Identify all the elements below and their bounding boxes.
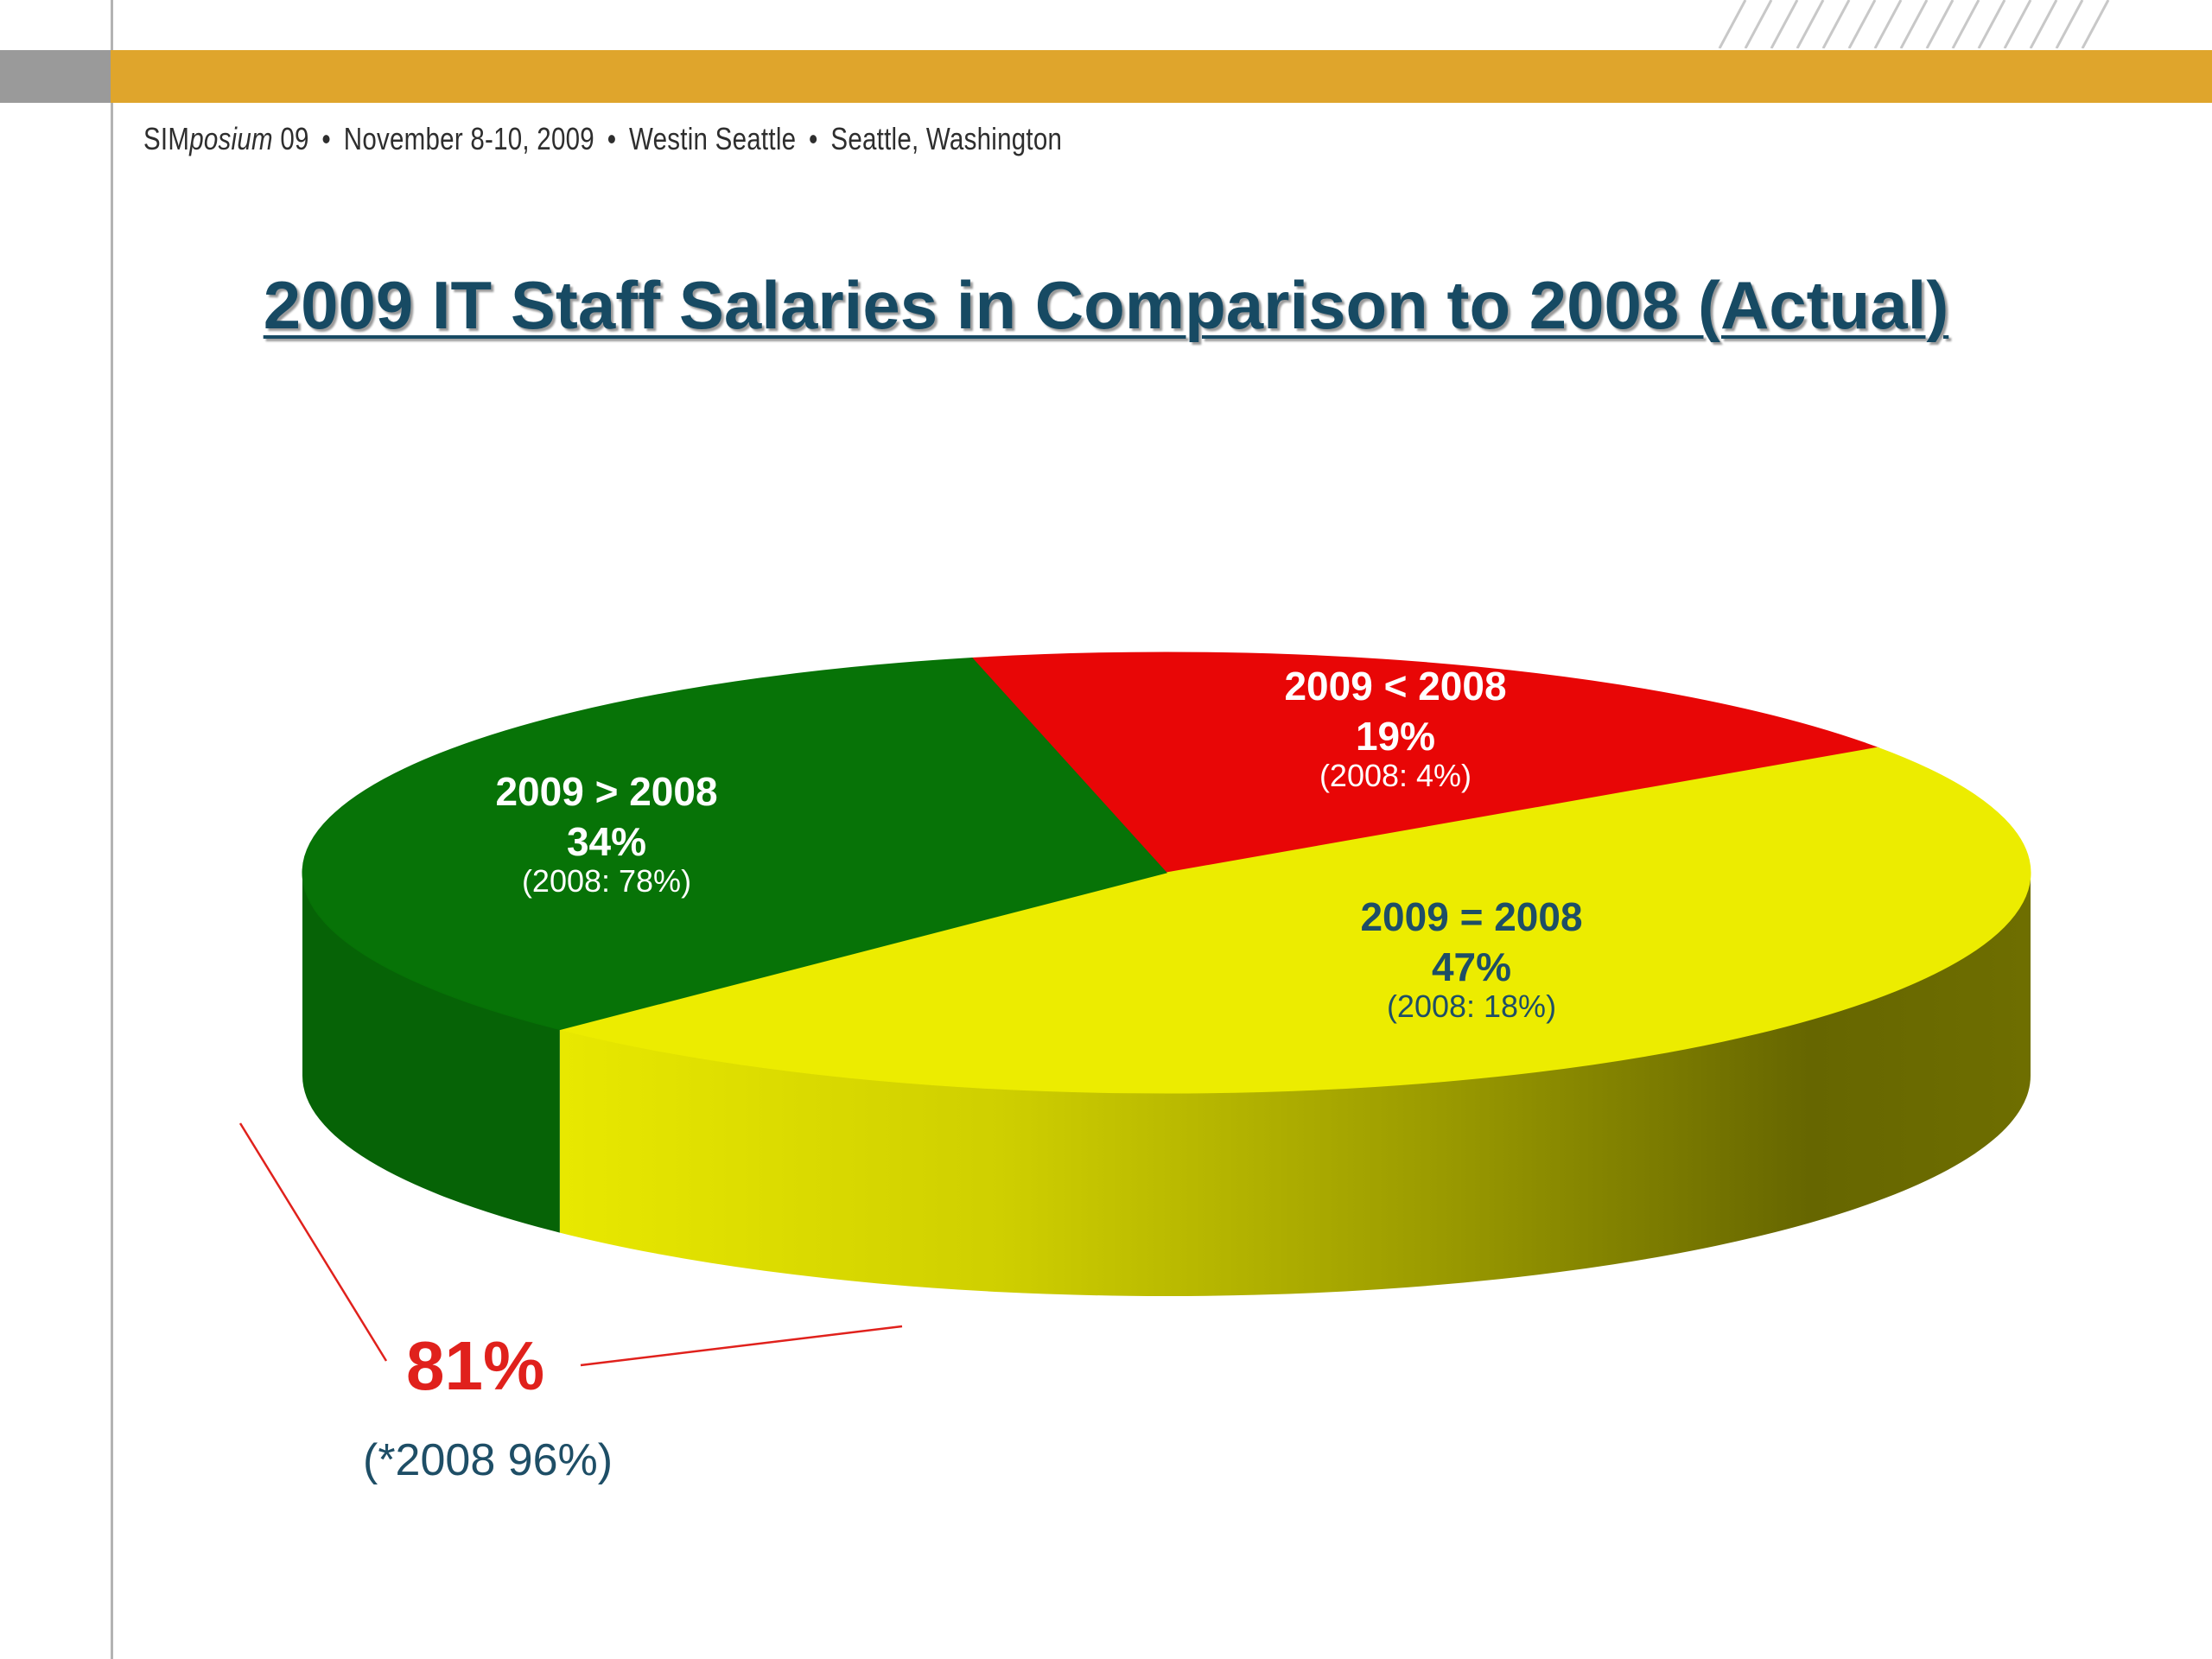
callout-lines [238,1122,903,1367]
bullet-separator: • [321,121,331,156]
bullet-separator: • [607,121,617,156]
event-city: Seattle, Washington [830,121,1063,156]
pie-slice-1 [559,747,2031,1094]
event-name-italic: posium [189,121,273,156]
pie-side-wall-1 [559,873,2031,1297]
pie-slice-0 [970,652,1880,874]
header-orange-band [111,50,2212,103]
callout-line-right [580,1325,903,1367]
event-date: November 8-10, 2009 [343,121,594,156]
slice-label-1: 2009 = 2008 [1360,894,1582,939]
header-hatch-decoration [1718,0,2110,48]
pie-side-wall-2 [302,873,560,1233]
pie-top-slices [302,652,2031,1094]
slice-note-2: (2008: 78%) [522,863,691,899]
slice-label-2: 2009 > 2008 [495,769,717,814]
slice-note-1: (2008: 18%) [1387,988,1556,1024]
callout-value: 81% [406,1327,545,1404]
callout-line-left [238,1122,388,1362]
event-info-line: SIMposium 09 • November 8-10, 2009 • Westin … [143,121,1062,157]
left-divider-line [111,0,113,1659]
callout-note: (*2008 96%) [363,1435,613,1485]
slice-note-0: (2008: 4%) [1319,758,1471,793]
pie-side-walls [302,873,2031,1297]
slice-label-0: 2009 < 2008 [1284,664,1506,709]
event-venue: Westin Seattle [629,121,797,156]
bullet-separator: • [809,121,818,156]
event-name-prefix: SIM [143,121,190,156]
header-gray-block [0,50,111,103]
chart-title: 2009 IT Staff Salaries in Comparison to … [263,267,1949,343]
slice-value-2: 34% [567,819,646,864]
event-name-suffix: 09 [272,121,309,156]
slice-value-1: 47% [1432,944,1511,989]
slice-value-0: 19% [1356,714,1435,759]
pie-slice-2 [302,658,1167,1031]
